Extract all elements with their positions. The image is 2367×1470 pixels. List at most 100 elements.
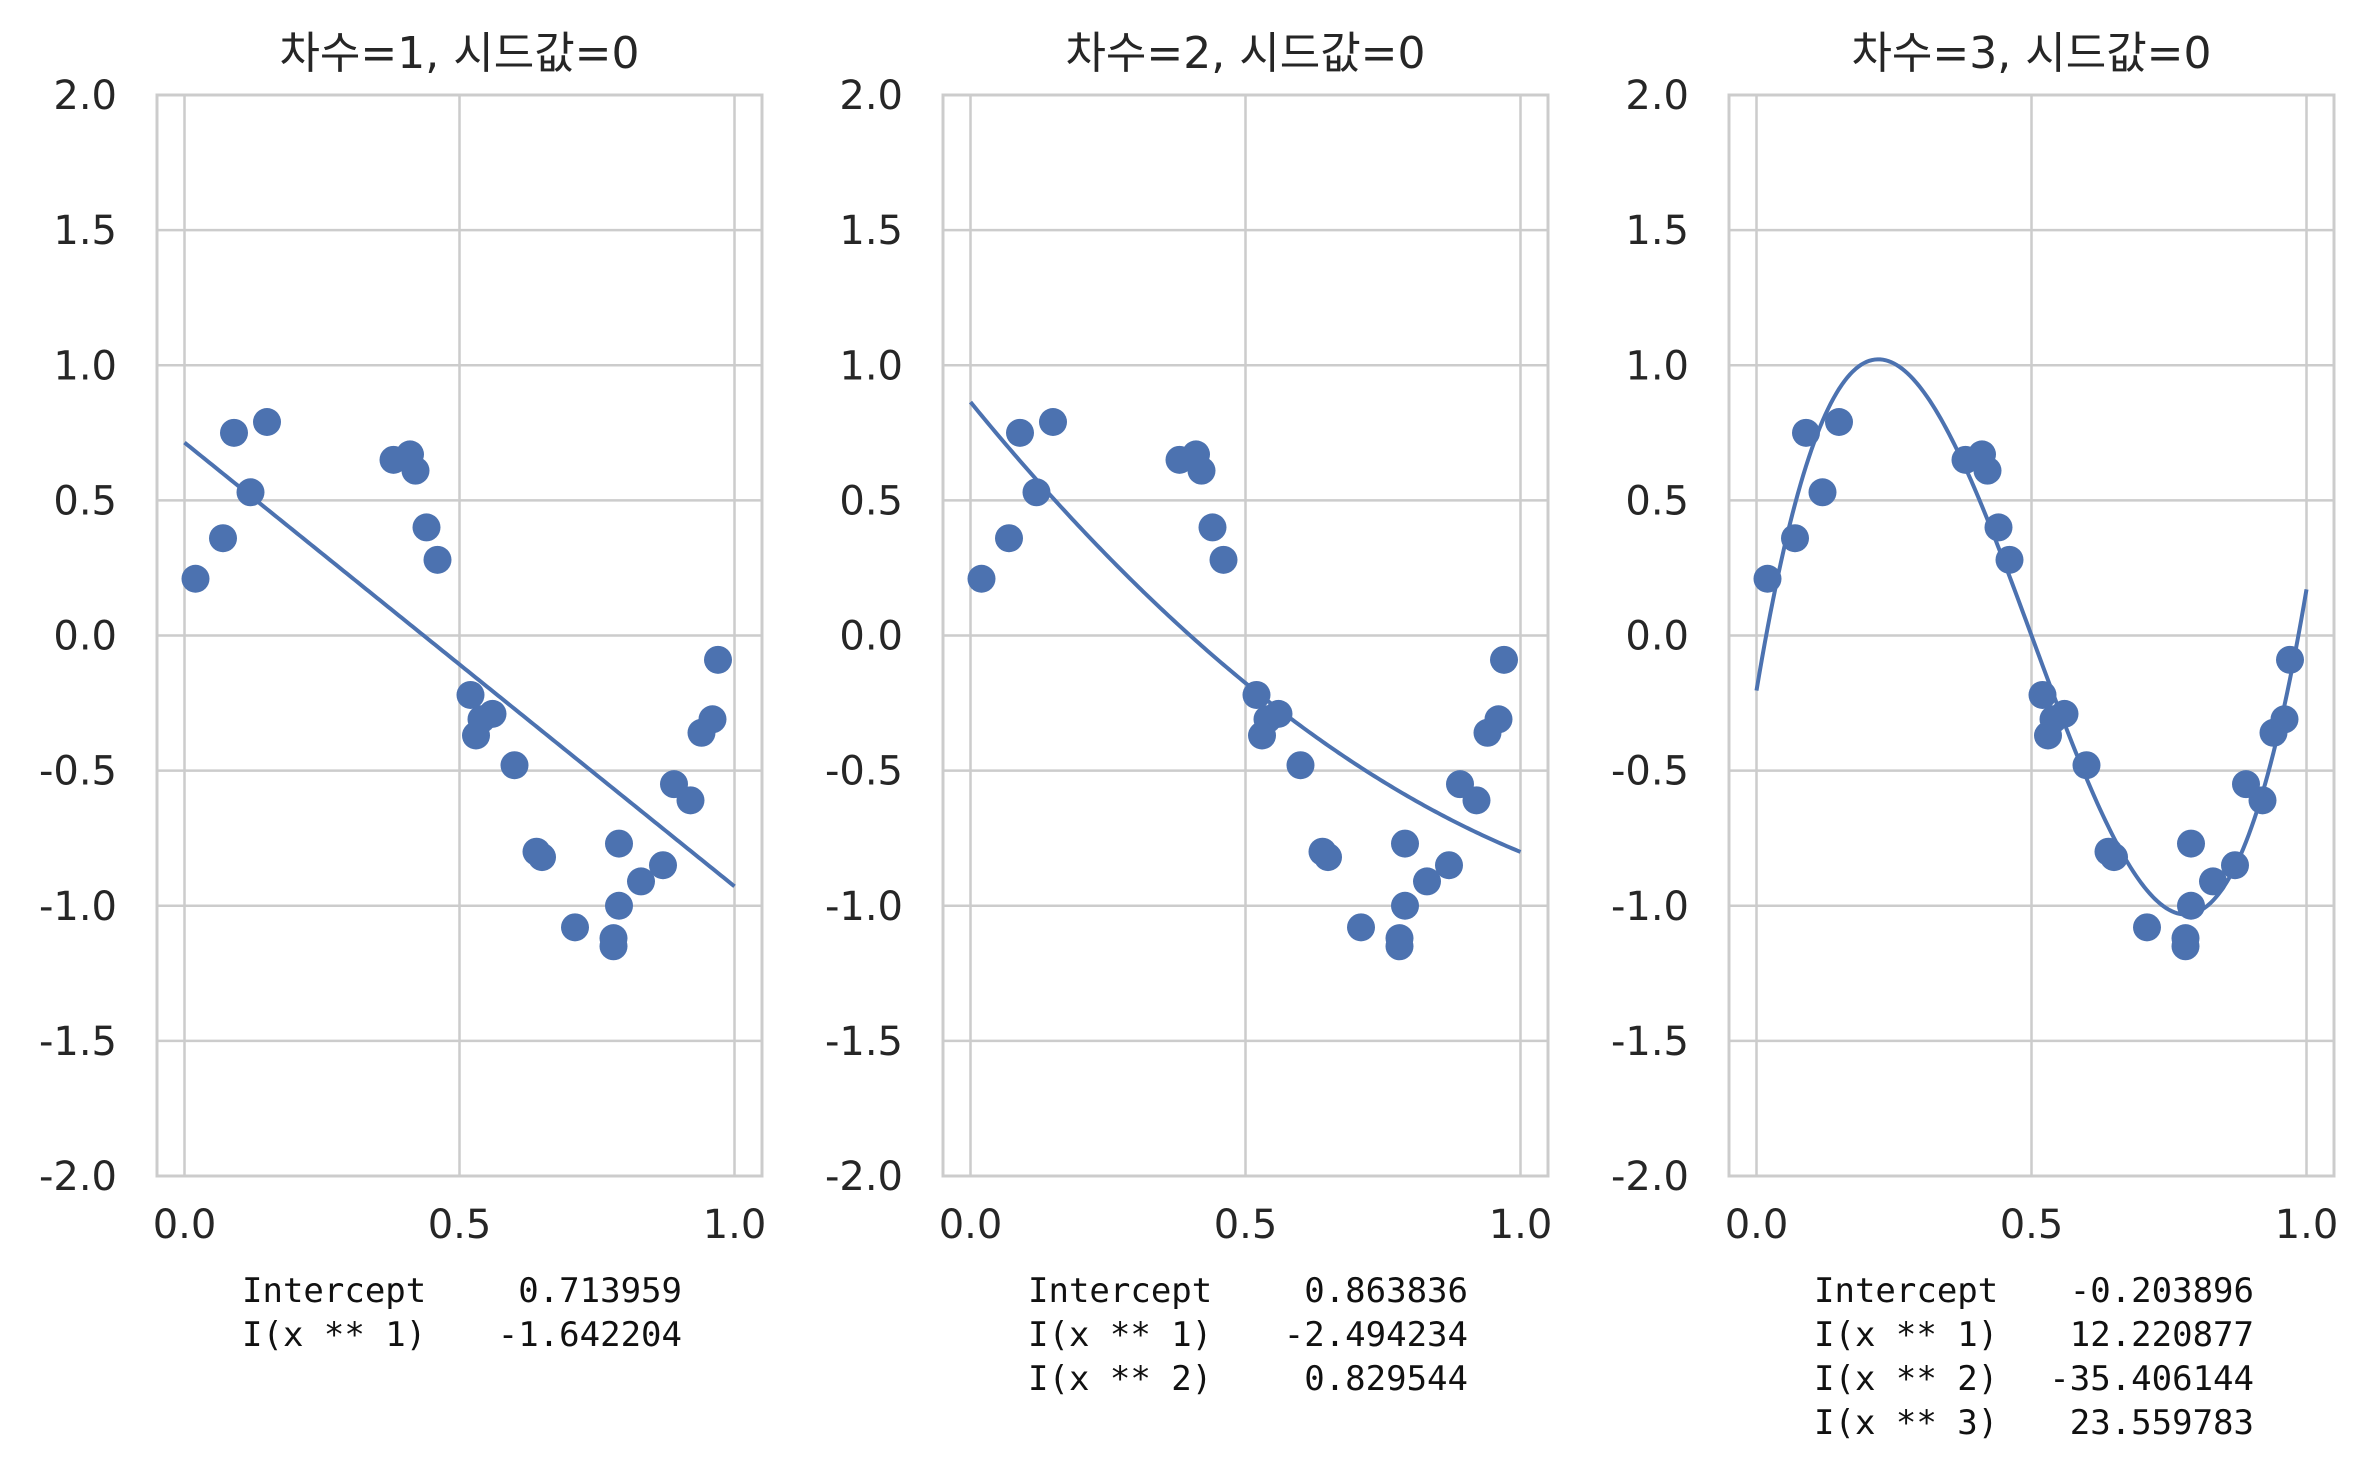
coefficient-value: 12.220877 (2070, 1315, 2254, 1355)
coefficient-name: I(x ** 2) (1814, 1359, 1998, 1399)
y-tick-label: 0.5 (53, 478, 117, 524)
x-tick-label: 0.0 (1725, 1202, 1789, 1248)
data-point (220, 418, 248, 447)
data-point (1242, 680, 1271, 709)
coefficient-value: 23.559783 (2070, 1403, 2254, 1443)
data-point (1039, 408, 1067, 437)
data-point (1413, 867, 1441, 896)
data-point (605, 891, 633, 920)
data-point (704, 645, 732, 674)
x-tick-label: 0.5 (2000, 1202, 2064, 1248)
y-tick-label: -1.5 (1611, 1019, 1689, 1065)
data-point (1187, 456, 1216, 485)
data-point (1781, 524, 1809, 553)
y-tick-label: 2.0 (53, 73, 117, 119)
data-point (2199, 867, 2227, 896)
coefficient-value: 0.713959 (518, 1271, 682, 1311)
data-point (2133, 913, 2161, 942)
y-tick-label: -2.0 (825, 1154, 903, 1200)
data-point (1347, 913, 1375, 942)
x-tick-label: 1.0 (1489, 1202, 1553, 1248)
x-tick-label: 1.0 (2275, 1202, 2339, 1248)
fit-line (1754, 357, 2309, 917)
data-point (2248, 786, 2277, 815)
data-point (1198, 513, 1227, 542)
data-point (2177, 829, 2205, 858)
data-point (1385, 932, 1414, 961)
data-point (2100, 843, 2128, 872)
data-point (1808, 478, 1837, 507)
coefficient-name: I(x ** 3) (1814, 1403, 1998, 1443)
y-tick-label: 1.0 (1625, 343, 1689, 389)
data-point (1314, 843, 1342, 872)
chart-title: 차수=1, 시드값=0 (279, 28, 639, 79)
data-point (627, 867, 655, 896)
y-tick-label: 1.0 (53, 343, 117, 389)
y-tick-label: 0.0 (53, 614, 117, 660)
data-point (1825, 408, 1853, 437)
y-tick-label: -1.0 (39, 884, 117, 930)
x-tick-label: 1.0 (703, 1202, 767, 1248)
data-point (253, 408, 281, 437)
axes-frame (155, 93, 764, 1178)
y-tick-label: -0.5 (39, 749, 117, 795)
coefficient-name: Intercept (1028, 1271, 1212, 1311)
y-tick-label: 1.0 (839, 343, 903, 389)
data-point (605, 829, 633, 858)
axes-frame (941, 93, 1550, 1178)
data-point (649, 851, 677, 880)
subplot-1: 0.0 0.5 1.0 2.0 1.5 1.0 0.5 0.0 -0.5 -1.0 -1.5 -2.0… (39, 28, 766, 1355)
data-point (528, 843, 556, 872)
coefficient-value: -0.203896 (2070, 1271, 2254, 1311)
data-point (1984, 513, 2013, 542)
y-tick-label: -0.5 (825, 749, 903, 795)
data-point (236, 478, 265, 507)
coefficient-name: I(x ** 2) (1028, 1359, 1212, 1399)
data-point (2050, 699, 2079, 728)
data-point (1286, 751, 1315, 780)
x-tick-label: 0.0 (939, 1202, 1003, 1248)
data-point (698, 705, 727, 734)
data-point (2270, 705, 2299, 734)
data-point (456, 680, 485, 709)
data-point (676, 786, 705, 815)
y-tick-label: 0.5 (839, 478, 903, 524)
fit-line (183, 440, 736, 888)
data-point (478, 699, 507, 728)
data-point (561, 913, 589, 942)
coefficient-name: Intercept (1814, 1271, 1998, 1311)
data-point (2221, 851, 2249, 880)
coefficient-name: I(x ** 1) (242, 1315, 426, 1355)
data-point (2177, 891, 2205, 920)
data-point (412, 513, 441, 542)
y-tick-label: -1.5 (825, 1019, 903, 1065)
data-point (1753, 564, 1782, 593)
y-tick-label: 2.0 (1625, 73, 1689, 119)
data-point (1484, 705, 1513, 734)
data-point (1006, 418, 1034, 447)
data-point (1391, 891, 1419, 920)
coefficient-value: -2.494234 (1284, 1315, 1468, 1355)
y-tick-label: -2.0 (1611, 1154, 1689, 1200)
data-point (599, 932, 628, 961)
data-point (1022, 478, 1051, 507)
coefficient-name: I(x ** 1) (1814, 1315, 1998, 1355)
data-point (1462, 786, 1491, 815)
subplot-2: 0.0 0.5 1.0 2.0 1.5 1.0 0.5 0.0 -0.5 -1.0 -1.5 -2.0… (825, 28, 1552, 1399)
coefficient-value: 0.863836 (1304, 1271, 1468, 1311)
coefficient-name: I(x ** 1) (1028, 1315, 1212, 1355)
data-point (181, 564, 210, 593)
y-tick-label: -1.0 (825, 884, 903, 930)
y-tick-label: 0.5 (1625, 478, 1689, 524)
subplot-3: 0.0 0.5 1.0 2.0 1.5 1.0 0.5 0.0 -0.5 -1.0 -1.5 -2.0… (1611, 28, 2338, 1443)
x-tick-label: 0.0 (153, 1202, 217, 1248)
y-tick-label: 1.5 (53, 208, 117, 254)
data-point (1264, 699, 1293, 728)
data-point (1391, 829, 1419, 858)
axes-frame (1727, 93, 2336, 1178)
data-point (401, 456, 430, 485)
chart-title: 차수=2, 시드값=0 (1065, 28, 1425, 79)
y-tick-label: -0.5 (1611, 749, 1689, 795)
data-point (2171, 932, 2200, 961)
